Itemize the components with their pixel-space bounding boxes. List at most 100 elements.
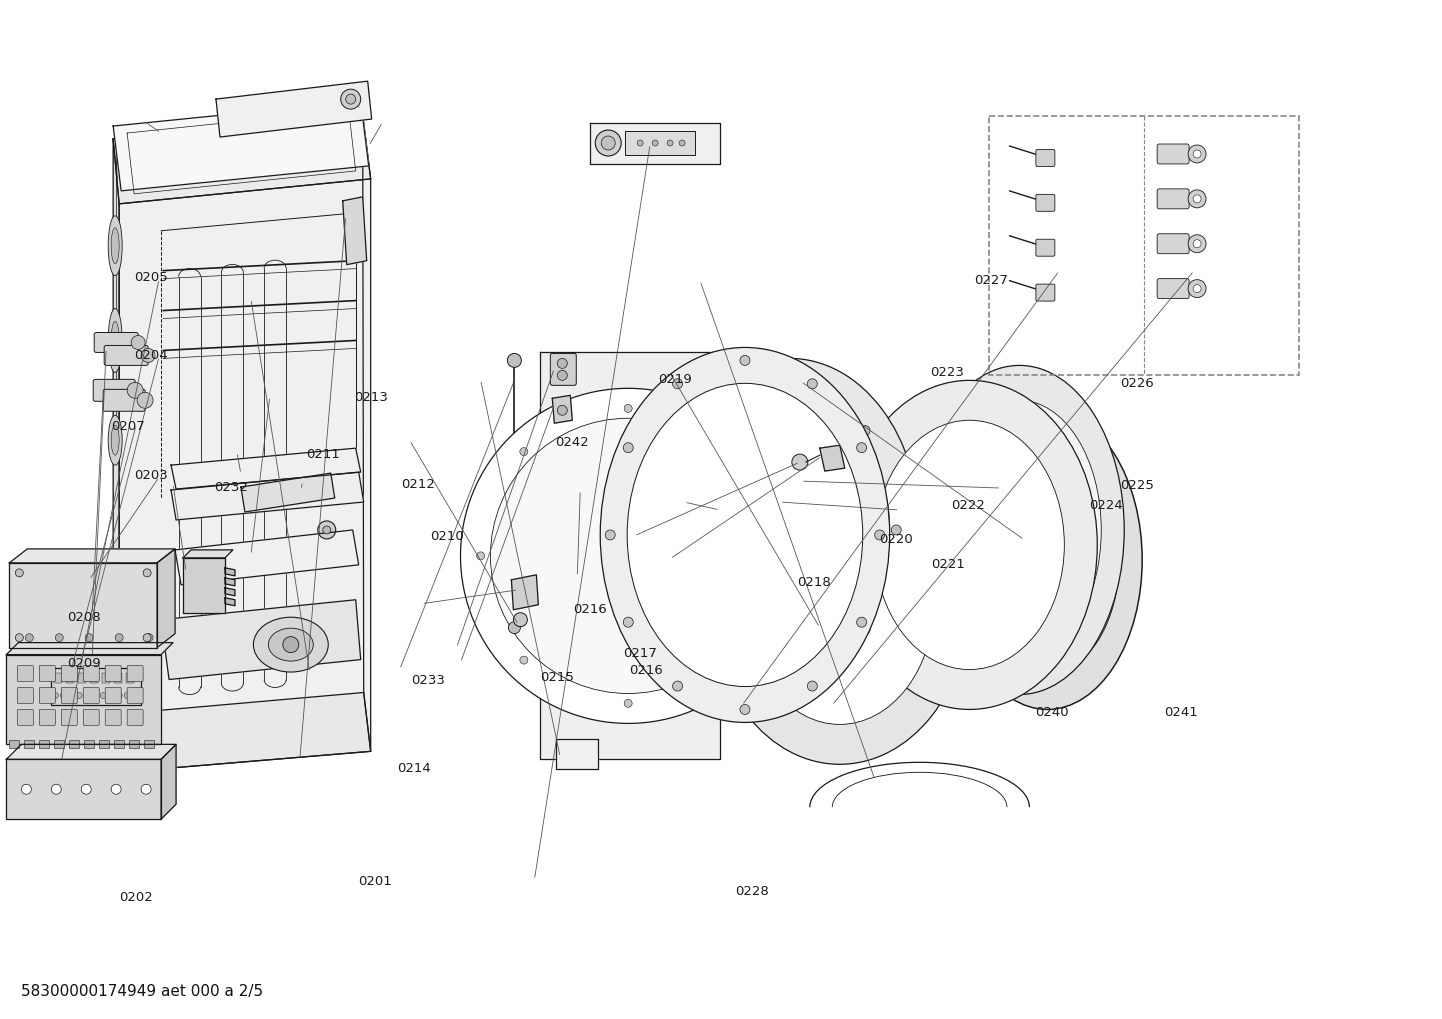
Text: 0216: 0216 — [629, 663, 663, 677]
Text: 0221: 0221 — [932, 557, 965, 571]
FancyBboxPatch shape — [105, 665, 121, 682]
Bar — [39, 741, 49, 748]
FancyBboxPatch shape — [84, 665, 99, 682]
Text: 0222: 0222 — [952, 499, 985, 512]
Circle shape — [624, 405, 632, 413]
Circle shape — [784, 384, 795, 394]
Circle shape — [557, 406, 567, 416]
Circle shape — [76, 693, 82, 698]
Circle shape — [340, 89, 360, 109]
Polygon shape — [112, 101, 369, 191]
Circle shape — [1193, 239, 1201, 248]
Circle shape — [55, 634, 63, 642]
Ellipse shape — [953, 411, 1142, 709]
Ellipse shape — [108, 216, 123, 275]
Circle shape — [857, 442, 867, 452]
Bar — [10, 741, 19, 748]
Circle shape — [859, 426, 870, 435]
Circle shape — [141, 785, 151, 794]
Circle shape — [143, 634, 151, 642]
Circle shape — [115, 634, 123, 642]
Polygon shape — [541, 353, 720, 759]
Polygon shape — [10, 549, 174, 562]
Bar — [25, 741, 35, 748]
FancyBboxPatch shape — [127, 709, 143, 726]
Circle shape — [557, 359, 567, 369]
Circle shape — [61, 693, 66, 698]
Circle shape — [652, 140, 658, 146]
FancyBboxPatch shape — [84, 688, 99, 703]
Circle shape — [1193, 150, 1201, 158]
FancyBboxPatch shape — [61, 688, 78, 703]
FancyBboxPatch shape — [1035, 284, 1056, 301]
Circle shape — [137, 392, 153, 409]
Polygon shape — [112, 139, 120, 772]
Ellipse shape — [875, 420, 1064, 669]
Ellipse shape — [108, 309, 123, 372]
Polygon shape — [6, 744, 176, 759]
FancyBboxPatch shape — [39, 709, 55, 726]
Circle shape — [124, 693, 130, 698]
Text: 0228: 0228 — [735, 886, 769, 898]
Ellipse shape — [460, 388, 796, 723]
Circle shape — [92, 693, 98, 698]
Text: 0204: 0204 — [134, 348, 167, 362]
Text: 0215: 0215 — [539, 671, 574, 684]
Text: 0223: 0223 — [930, 366, 963, 379]
Circle shape — [323, 526, 330, 534]
FancyBboxPatch shape — [94, 332, 138, 353]
Text: 0218: 0218 — [797, 576, 831, 589]
FancyBboxPatch shape — [61, 709, 78, 726]
Polygon shape — [112, 693, 371, 772]
Circle shape — [16, 634, 23, 642]
Circle shape — [52, 693, 58, 698]
Text: 0213: 0213 — [353, 391, 388, 405]
Text: 0201: 0201 — [358, 875, 392, 888]
Text: 0217: 0217 — [623, 647, 658, 660]
FancyBboxPatch shape — [104, 389, 146, 412]
Circle shape — [68, 693, 74, 698]
Text: 0233: 0233 — [411, 674, 446, 687]
Polygon shape — [157, 549, 174, 648]
Text: 58300000174949 aet 000 a 2/5: 58300000174949 aet 000 a 2/5 — [22, 983, 264, 999]
Polygon shape — [10, 562, 157, 648]
Circle shape — [740, 704, 750, 714]
Text: 0212: 0212 — [401, 478, 435, 490]
Circle shape — [784, 665, 795, 676]
Text: 0205: 0205 — [134, 271, 167, 284]
Polygon shape — [162, 744, 176, 819]
Circle shape — [709, 625, 720, 635]
Ellipse shape — [627, 383, 862, 687]
Circle shape — [22, 785, 32, 794]
Circle shape — [740, 356, 750, 366]
Bar — [84, 741, 94, 748]
Text: 0227: 0227 — [975, 274, 1008, 287]
Circle shape — [601, 136, 616, 150]
FancyBboxPatch shape — [84, 709, 99, 726]
Circle shape — [143, 569, 151, 577]
Ellipse shape — [937, 400, 1102, 659]
Circle shape — [26, 634, 33, 642]
Circle shape — [728, 447, 737, 455]
Circle shape — [283, 637, 298, 652]
Circle shape — [521, 447, 528, 455]
Circle shape — [1193, 195, 1201, 203]
Text: 0214: 0214 — [397, 762, 431, 775]
Text: 0202: 0202 — [120, 892, 153, 904]
Circle shape — [127, 382, 143, 398]
FancyBboxPatch shape — [94, 379, 136, 401]
Circle shape — [509, 622, 521, 634]
Text: 0219: 0219 — [658, 373, 691, 386]
Circle shape — [477, 552, 485, 559]
Polygon shape — [216, 82, 372, 137]
Ellipse shape — [746, 475, 934, 725]
Circle shape — [141, 348, 156, 363]
Circle shape — [146, 634, 153, 642]
Polygon shape — [6, 759, 162, 819]
FancyBboxPatch shape — [1156, 278, 1190, 299]
Ellipse shape — [709, 435, 969, 764]
Text: 0226: 0226 — [1119, 377, 1154, 390]
Circle shape — [624, 699, 632, 707]
Bar — [78, 673, 87, 683]
Text: 0209: 0209 — [68, 657, 101, 671]
